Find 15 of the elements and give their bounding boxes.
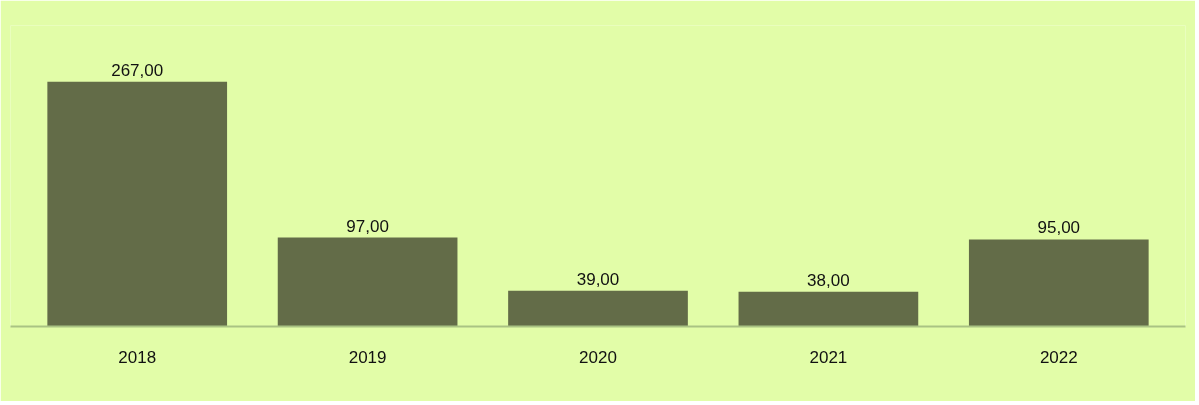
bar xyxy=(738,291,919,327)
data-label: 267,00 xyxy=(111,60,164,80)
data-label: 39,00 xyxy=(576,269,620,289)
bar xyxy=(277,237,458,327)
x-tick-label: 2018 xyxy=(118,347,157,367)
data-label: 95,00 xyxy=(1037,218,1081,238)
x-tick-label: 2022 xyxy=(1039,347,1078,367)
x-tick-label: 2019 xyxy=(348,347,387,367)
x-tick-label: 2020 xyxy=(579,347,617,367)
data-label: 38,00 xyxy=(807,270,850,290)
x-tick-label: 2021 xyxy=(809,347,848,367)
bar xyxy=(47,81,228,327)
data-label: 97,00 xyxy=(346,216,389,236)
bar xyxy=(968,239,1149,327)
bar xyxy=(508,290,688,327)
